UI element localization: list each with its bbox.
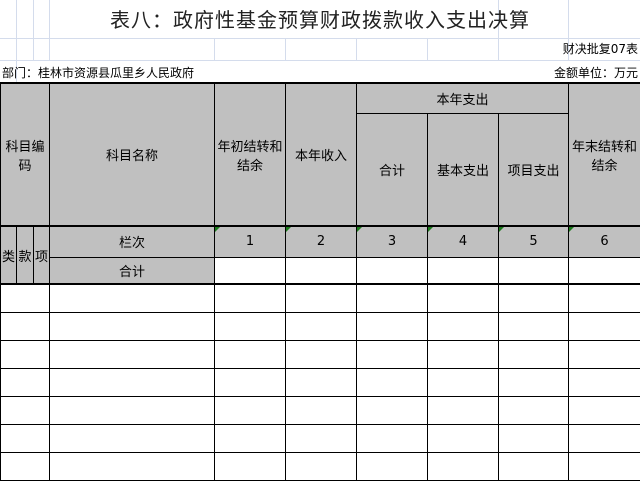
data-cell[interactable] [215, 424, 286, 452]
data-cell[interactable] [286, 424, 357, 452]
data-cell[interactable] [428, 284, 499, 312]
table-row [1, 340, 640, 368]
header-closing-balance: 年末结转和结余 [569, 83, 640, 226]
column-number-1: 1 [215, 226, 286, 257]
code-cell[interactable] [1, 312, 50, 340]
data-cell[interactable] [50, 368, 215, 396]
data-cell[interactable] [215, 396, 286, 424]
header-basic-expense: 基本支出 [428, 113, 499, 226]
data-cell[interactable] [50, 312, 215, 340]
data-cell[interactable] [428, 312, 499, 340]
unit-label: 金额单位：万元 [554, 64, 638, 81]
sum-cell[interactable] [499, 257, 569, 284]
code-cell[interactable] [1, 340, 50, 368]
data-cell[interactable] [357, 424, 428, 452]
code-cell[interactable] [1, 368, 50, 396]
code-cell[interactable] [1, 452, 50, 480]
header-total: 合计 [357, 113, 428, 226]
data-cell[interactable] [569, 312, 640, 340]
column-number-6: 6 [569, 226, 640, 257]
sum-cell[interactable] [286, 257, 357, 284]
table-row [1, 368, 640, 396]
data-cell[interactable] [286, 396, 357, 424]
data-cell[interactable] [499, 396, 569, 424]
data-cell[interactable] [357, 340, 428, 368]
data-cell[interactable] [50, 284, 215, 312]
column-number-5: 5 [499, 226, 569, 257]
column-number-3: 3 [357, 226, 428, 257]
data-cell[interactable] [499, 312, 569, 340]
data-cell[interactable] [215, 452, 286, 480]
table-row [1, 284, 640, 312]
header-subject-code: 科目编码 [1, 83, 50, 226]
data-cell[interactable] [286, 340, 357, 368]
column-number-4: 4 [428, 226, 499, 257]
data-cell[interactable] [286, 368, 357, 396]
data-cell[interactable] [357, 368, 428, 396]
sum-cell[interactable] [215, 257, 286, 284]
sum-row-label: 合计 [50, 257, 215, 284]
data-cell[interactable] [50, 340, 215, 368]
data-cell[interactable] [215, 284, 286, 312]
data-cell[interactable] [50, 424, 215, 452]
header-current-expense: 本年支出 [357, 83, 569, 113]
data-cell[interactable] [428, 396, 499, 424]
data-cell[interactable] [357, 284, 428, 312]
sum-cell[interactable] [428, 257, 499, 284]
data-cell[interactable] [569, 368, 640, 396]
header-column-no: 栏次 [50, 226, 215, 257]
code-cell[interactable] [1, 424, 50, 452]
data-cell[interactable] [499, 284, 569, 312]
data-cell[interactable] [569, 452, 640, 480]
data-cell[interactable] [286, 452, 357, 480]
table-row [1, 396, 640, 424]
department-label: 部门：桂林市资源县瓜里乡人民政府 [2, 64, 194, 81]
table-row [1, 452, 640, 480]
code-cell[interactable] [1, 284, 50, 312]
sum-cell[interactable] [357, 257, 428, 284]
data-cell[interactable] [286, 312, 357, 340]
page-title: 表八：政府性基金预算财政拨款收入支出决算 [0, 4, 640, 33]
data-cell[interactable] [499, 340, 569, 368]
data-cell[interactable] [569, 284, 640, 312]
data-cell[interactable] [428, 368, 499, 396]
header-xiang: 项 [34, 226, 50, 284]
data-cell[interactable] [569, 424, 640, 452]
data-cell[interactable] [50, 452, 215, 480]
header-kuan: 款 [17, 226, 34, 284]
data-cell[interactable] [428, 424, 499, 452]
data-cell[interactable] [428, 452, 499, 480]
data-cell[interactable] [428, 340, 499, 368]
data-cell[interactable] [499, 424, 569, 452]
sum-cell[interactable] [569, 257, 640, 284]
budget-table: 科目编码 科目名称 年初结转和结余 本年收入 本年支出 年末结转和结余 合计 基… [0, 82, 640, 481]
header-opening-balance: 年初结转和结余 [215, 83, 286, 226]
data-cell[interactable] [215, 340, 286, 368]
form-code: 财决批复07表 [563, 40, 638, 57]
data-cell[interactable] [50, 396, 215, 424]
data-cell[interactable] [286, 284, 357, 312]
table-row [1, 424, 640, 452]
data-cell[interactable] [499, 368, 569, 396]
code-cell[interactable] [1, 396, 50, 424]
data-cell[interactable] [499, 452, 569, 480]
data-cell[interactable] [569, 340, 640, 368]
data-cell[interactable] [569, 396, 640, 424]
header-project-expense: 项目支出 [499, 113, 569, 226]
data-cell[interactable] [215, 368, 286, 396]
header-lei: 类 [1, 226, 17, 284]
sheet-top: 表八：政府性基金预算财政拨款收入支出决算 财决批复07表 部门：桂林市资源县瓜里… [0, 0, 640, 82]
data-cell[interactable] [357, 396, 428, 424]
header-current-income: 本年收入 [286, 83, 357, 226]
data-cell[interactable] [357, 452, 428, 480]
header-subject-name: 科目名称 [50, 83, 215, 226]
column-number-2: 2 [286, 226, 357, 257]
table-row [1, 312, 640, 340]
data-cell[interactable] [215, 312, 286, 340]
data-cell[interactable] [357, 312, 428, 340]
